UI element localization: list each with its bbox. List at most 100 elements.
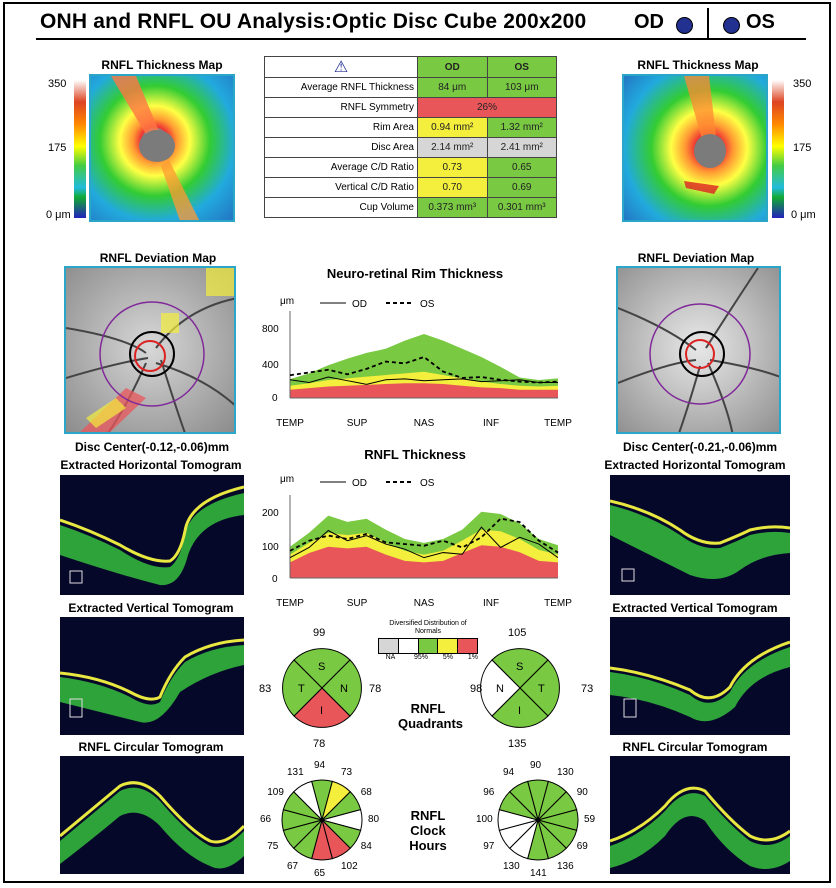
series-od-line: [289, 376, 558, 385]
od-quadrant-s-letter: S: [318, 661, 325, 673]
od-label: OD: [634, 11, 664, 33]
os-clock-value: 136: [557, 860, 574, 872]
od-quadrant-i: [293, 687, 351, 728]
x-tick-label: NAS: [414, 598, 435, 609]
metrics-row-label: Rim Area: [264, 117, 418, 138]
os-quadrant-i-letter: I: [518, 705, 521, 717]
legend-label: 95%: [413, 654, 428, 661]
header-separator: [707, 8, 709, 38]
od-color-scale: [74, 80, 86, 218]
os-clock-value: 97: [483, 841, 495, 852]
os-quadrant-t-value: 73: [581, 683, 594, 695]
legend-od-label: OD: [352, 299, 367, 310]
metrics-os-value: 2.41 mm²: [486, 137, 557, 158]
os-quadrant-n: [480, 659, 521, 717]
legend-label: NA: [385, 654, 396, 661]
os-clock-value: 90: [530, 760, 542, 771]
quadrants-label-1: RNFL: [410, 701, 446, 716]
rnfl-ytick: 200: [262, 508, 279, 519]
od-clock-value: 68: [360, 787, 372, 798]
normal-band-red: [290, 383, 558, 398]
metrics-os-value: 0.301 mm³: [486, 197, 557, 218]
rim-thickness-chart: μm 800 400 0 OD OS TEMP SUP NAS INF TEMP: [262, 296, 572, 429]
os-scale-max: 350: [793, 78, 812, 90]
metrics-os-value: 103 μm: [486, 77, 557, 98]
metrics-od-value: 0.73: [417, 157, 488, 178]
os-clock-value: 96: [483, 787, 495, 798]
rnfl-ytick: 100: [262, 542, 279, 553]
os-vertical-tomogram-title: Extracted Vertical Tomogram: [612, 601, 778, 615]
legend-os-label: OS: [420, 478, 435, 489]
x-tick-label: TEMP: [276, 418, 304, 429]
legend-os-label: OS: [420, 299, 435, 310]
rim-ytick: 800: [262, 324, 279, 335]
os-circular-tomogram: [610, 756, 790, 874]
od-clock-chart: [281, 779, 363, 861]
od-clock-value: 65: [314, 868, 326, 879]
od-quadrant-s: [293, 648, 351, 689]
clock-label-1: RNFL: [410, 808, 446, 823]
x-tick-label: TEMP: [544, 598, 572, 609]
os-vertical-tomogram: [610, 617, 790, 735]
metrics-warning-cell: ⚠: [264, 56, 418, 78]
od-scale-min: 0 μm: [46, 209, 71, 221]
od-clock-value: 94: [314, 760, 326, 771]
od-circular-tomogram-title: RNFL Circular Tomogram: [78, 740, 224, 754]
os-quadrant-t-letter: T: [538, 683, 545, 695]
series-os-line: [289, 355, 559, 384]
os-thickness-map-title: RNFL Thickness Map: [637, 58, 759, 72]
quadrants-label-2: Quadrants: [398, 716, 464, 731]
os-scale-min: 0 μm: [791, 209, 816, 221]
os-clock-value: 100: [476, 814, 493, 825]
metrics-od-value: 84 μm: [417, 77, 488, 98]
os-quadrant-n-letter: N: [496, 683, 504, 695]
clock-hours-label: RNFL Clock Hours: [398, 808, 458, 853]
rnfl-chart-plot: [289, 495, 559, 579]
od-deviation-map-title: RNFL Deviation Map: [99, 251, 217, 265]
metrics-os-value: 0.69: [486, 177, 557, 198]
os-label: OS: [746, 11, 775, 33]
od-quadrant-s-value: 99: [313, 627, 326, 639]
os-quadrant-s: [491, 648, 549, 689]
rnfl-chart-ylabel: μm: [280, 474, 294, 485]
normal-band-red: [290, 545, 558, 578]
od-quadrant-n: [321, 659, 362, 717]
od-clock-value: 66: [260, 814, 272, 825]
rim-chart-ylabel: μm: [280, 296, 294, 307]
os-clock-value: 94: [503, 767, 515, 779]
metrics-symmetry-value: 26%: [417, 97, 557, 118]
rim-chart-plot: [289, 311, 559, 399]
od-quadrant-t-letter: T: [298, 683, 305, 695]
report-header: ONH and RNFL OU Analysis:Optic Disc Cube…: [36, 8, 806, 40]
rnfl-chart-title: RNFL Thickness: [364, 447, 466, 462]
os-clock-chart: [497, 779, 579, 861]
legend-od-label: OD: [352, 478, 367, 489]
os-clock-value: 130: [503, 860, 520, 872]
report-frame: [3, 2, 831, 883]
quadrant-charts: S N I T S T I N: [282, 648, 560, 728]
legend-label: 5%: [442, 654, 453, 661]
os-dot-icon: [723, 17, 740, 34]
os-clock-value: 59: [584, 814, 596, 825]
rim-ytick: 0: [272, 393, 278, 404]
warning-icon: ⚠: [333, 59, 349, 76]
od-horizontal-tomogram: [60, 475, 244, 595]
od-disc-center: Disc Center(-0.12,-0.06)mm: [74, 440, 230, 454]
rnfl-ytick: 0: [272, 574, 278, 585]
os-deviation-map-title: RNFL Deviation Map: [637, 251, 755, 265]
legend-yellow-swatch: [438, 639, 459, 653]
od-clock-value: 80: [368, 814, 380, 825]
od-circular-tomogram: [60, 756, 244, 874]
quadrants-label: RNFL Quadrants: [398, 701, 464, 731]
metrics-row-label: RNFL Symmetry: [264, 97, 418, 118]
legend-green-swatch: [418, 639, 439, 653]
x-tick-label: INF: [483, 598, 499, 609]
od-clock-value: 75: [267, 841, 279, 852]
os-thickness-map: [622, 74, 768, 222]
x-tick-label: TEMP: [544, 418, 572, 429]
clock-label-3: Hours: [409, 838, 447, 853]
metrics-od-value: 0.94 mm²: [417, 117, 488, 138]
metrics-row-label: Average C/D Ratio: [264, 157, 418, 178]
os-clock-value: 130: [557, 767, 574, 779]
od-vertical-tomogram: [60, 617, 244, 735]
